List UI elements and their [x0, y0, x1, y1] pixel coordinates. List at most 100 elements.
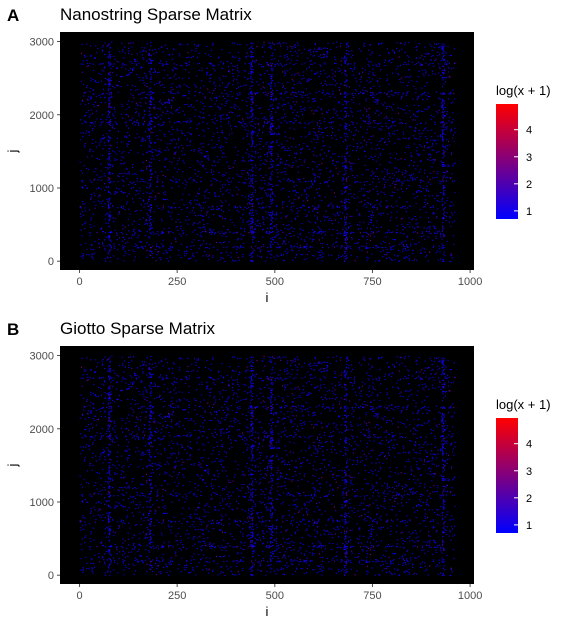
- matrix-entry: [337, 206, 339, 208]
- matrix-entry: [314, 62, 316, 64]
- matrix-entry: [230, 181, 232, 183]
- matrix-entry: [242, 157, 244, 159]
- matrix-entry: [185, 253, 187, 255]
- matrix-entry: [341, 162, 343, 164]
- matrix-entry: [431, 146, 433, 148]
- matrix-entry: [360, 188, 362, 190]
- matrix-entry: [344, 230, 346, 232]
- matrix-entry: [99, 124, 101, 126]
- matrix-entry: [384, 176, 386, 178]
- matrix-entry: [287, 58, 289, 60]
- matrix-entry: [394, 184, 396, 186]
- matrix-entry: [338, 89, 340, 91]
- matrix-entry: [184, 135, 186, 137]
- matrix-entry: [442, 193, 444, 195]
- matrix-entry: [361, 146, 363, 148]
- matrix-entry: [151, 251, 153, 253]
- matrix-entry: [426, 254, 428, 256]
- matrix-entry: [142, 180, 144, 182]
- matrix-entry: [114, 229, 116, 231]
- matrix-entry: [402, 245, 404, 247]
- matrix-entry: [282, 259, 284, 261]
- matrix-entry: [167, 102, 169, 104]
- matrix-entry: [416, 45, 418, 47]
- matrix-entry: [376, 231, 378, 233]
- matrix-entry: [444, 146, 446, 148]
- matrix-entry: [340, 43, 342, 45]
- matrix-entry: [150, 206, 152, 208]
- matrix-entry: [267, 211, 269, 213]
- matrix-entry: [132, 70, 134, 72]
- matrix-entry: [337, 101, 339, 103]
- matrix-entry: [334, 71, 336, 73]
- matrix-entry: [390, 157, 392, 159]
- matrix-entry: [318, 206, 320, 208]
- matrix-entry: [178, 179, 180, 181]
- matrix-entry: [352, 95, 354, 97]
- matrix-entry: [271, 68, 273, 70]
- matrix-entry: [416, 177, 418, 179]
- matrix-entry: [225, 236, 227, 238]
- matrix-entry: [250, 256, 252, 258]
- matrix-entry: [212, 92, 214, 94]
- matrix-entry: [282, 42, 284, 44]
- matrix-entry: [434, 121, 436, 123]
- matrix-entry: [171, 83, 173, 85]
- matrix-entry: [85, 210, 87, 212]
- matrix-entry: [338, 256, 340, 258]
- matrix-entry: [270, 227, 272, 229]
- matrix-entry: [328, 247, 330, 249]
- matrix-entry: [133, 67, 135, 69]
- matrix-entry: [383, 184, 385, 186]
- matrix-entry: [252, 212, 254, 214]
- matrix-entry: [437, 51, 439, 53]
- matrix-entry: [346, 247, 348, 249]
- matrix-entry: [149, 139, 151, 141]
- matrix-entry: [395, 183, 397, 185]
- matrix-entry: [344, 70, 346, 72]
- matrix-entry: [318, 169, 320, 171]
- matrix-entry: [347, 207, 349, 209]
- matrix-entry: [293, 128, 295, 130]
- matrix-entry: [146, 152, 148, 154]
- matrix-entry: [123, 180, 125, 182]
- matrix-entry: [395, 92, 397, 94]
- matrix-entry: [245, 112, 247, 114]
- matrix-entry: [355, 77, 357, 79]
- matrix-entry: [201, 67, 203, 69]
- matrix-entry: [94, 195, 96, 197]
- matrix-entry: [381, 42, 383, 44]
- matrix-entry: [145, 168, 147, 170]
- matrix-entry: [209, 247, 211, 249]
- matrix-entry: [346, 80, 348, 82]
- matrix-entry: [325, 63, 327, 65]
- matrix-entry: [96, 174, 98, 176]
- matrix-entry: [443, 138, 445, 140]
- matrix-entry: [229, 231, 231, 233]
- matrix-entry: [217, 57, 219, 59]
- matrix-entry: [218, 95, 220, 97]
- matrix-entry: [337, 114, 339, 116]
- matrix-entry: [155, 260, 157, 262]
- matrix-entry: [203, 130, 205, 132]
- matrix-entry: [182, 154, 184, 156]
- matrix-entry: [269, 224, 271, 226]
- matrix-entry: [238, 71, 240, 73]
- matrix-entry: [259, 207, 261, 209]
- matrix-entry: [252, 96, 254, 98]
- matrix-entry: [216, 120, 218, 122]
- matrix-entry: [373, 97, 375, 99]
- matrix-entry: [151, 60, 153, 62]
- matrix-entry: [426, 227, 428, 229]
- matrix-entry: [154, 125, 156, 127]
- matrix-entry: [120, 75, 122, 77]
- matrix-entry: [309, 148, 311, 150]
- matrix-entry: [293, 246, 295, 248]
- matrix-entry: [216, 179, 218, 181]
- matrix-entry: [447, 140, 449, 142]
- matrix-entry: [428, 217, 430, 219]
- matrix-entry: [227, 123, 229, 125]
- matrix-entry: [356, 175, 358, 177]
- matrix-entry: [95, 101, 97, 103]
- matrix-entry: [270, 119, 272, 121]
